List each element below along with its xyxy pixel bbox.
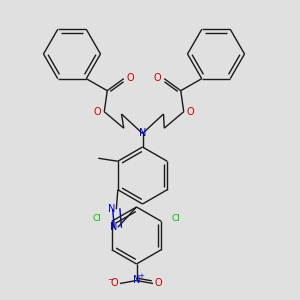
Text: −: − <box>107 275 114 284</box>
Text: N: N <box>108 204 116 214</box>
Text: O: O <box>187 107 194 117</box>
Text: Cl: Cl <box>93 214 102 223</box>
Text: N: N <box>110 222 117 232</box>
Text: N: N <box>133 275 140 285</box>
Text: O: O <box>111 278 119 288</box>
Text: O: O <box>94 107 101 117</box>
Text: +: + <box>138 273 144 279</box>
Text: O: O <box>127 73 134 83</box>
Text: O: O <box>154 73 161 83</box>
Text: N: N <box>139 128 146 139</box>
Text: O: O <box>154 278 162 288</box>
Text: Cl: Cl <box>171 214 180 223</box>
